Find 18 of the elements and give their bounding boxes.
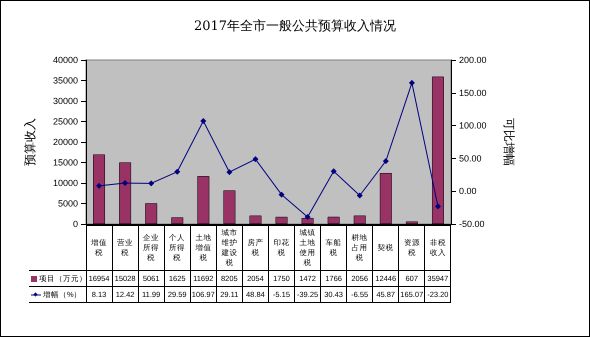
y2-tick-label: 50.00 (459, 153, 482, 164)
y-axis-title: 预算收入 (23, 118, 37, 166)
y2-tick-label: -50.00 (459, 219, 485, 229)
y2-axis-title: 可比增幅 (502, 118, 516, 166)
y-tick-label: 30000 (52, 96, 78, 106)
y2-tick-label: 200.00 (459, 55, 487, 65)
y-tick-label: 20000 (52, 137, 78, 147)
y-tick-label: 15000 (52, 158, 78, 168)
y-tick-label: 0 (72, 219, 78, 229)
y-tick-label: 10000 (52, 178, 78, 188)
y-tick-label: 35000 (52, 76, 78, 86)
y2-tick-label: 100.00 (459, 120, 487, 131)
y2-tick-label: 150.00 (459, 88, 487, 98)
y-tick-label: 25000 (52, 116, 78, 126)
y-tick-label: 40000 (52, 55, 78, 65)
chart-title: 2017年全市一般公共预算收入情况 (194, 19, 396, 34)
y2-tick-label: 0.00 (459, 186, 477, 196)
y-tick-label: 5000 (58, 198, 78, 208)
